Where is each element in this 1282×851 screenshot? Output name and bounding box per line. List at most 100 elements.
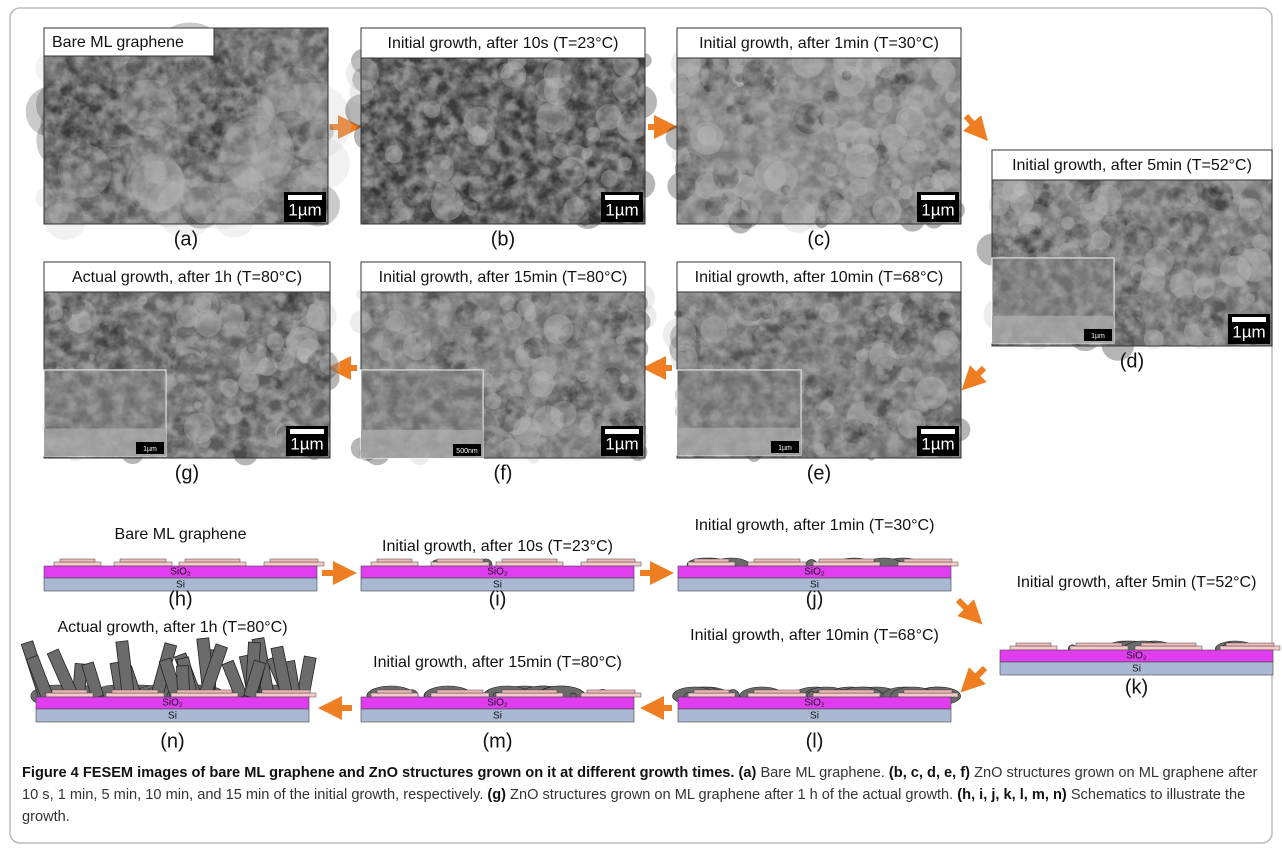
panel-label: (i) — [489, 588, 507, 610]
oxide-label: SiO₂ — [1126, 651, 1147, 662]
panel-label: (c) — [807, 228, 830, 250]
oxide-label: SiO₂ — [487, 698, 508, 709]
scale-text: 1µm — [605, 200, 638, 219]
scale-bar — [605, 195, 639, 200]
panel-label: (d) — [1120, 350, 1144, 372]
graphene — [496, 562, 563, 566]
panel-label: (b) — [491, 228, 515, 250]
substrate-label: Si — [1132, 664, 1141, 675]
graphene — [52, 690, 87, 693]
scale-bar — [290, 429, 324, 434]
sem-image: Initial growth, after 15min (T=80°C) 500n… — [350, 262, 657, 465]
graphene — [179, 562, 246, 566]
graphene — [114, 562, 172, 566]
graphene — [377, 559, 412, 562]
graphene — [748, 562, 806, 566]
graphene — [106, 693, 164, 697]
scale-text: 1µm — [605, 434, 638, 453]
oxide-label: SiO₂ — [487, 567, 508, 578]
graphene — [694, 690, 729, 693]
graphene — [813, 693, 880, 697]
schematic-title: Initial growth, after 15min (T=80°C) — [373, 654, 622, 671]
graphene — [819, 559, 874, 562]
graphene — [431, 562, 489, 566]
sem-image: Initial growth, after 1min (T=30°C)1µm — [666, 28, 965, 234]
panel-label: (f) — [494, 462, 513, 484]
substrate-label: Si — [493, 711, 502, 722]
graphene — [1220, 646, 1280, 650]
graphene — [371, 562, 418, 566]
graphene — [112, 690, 158, 693]
graphene — [262, 690, 310, 693]
schematic-title: Initial growth, after 5min (T=52°C) — [1017, 574, 1257, 591]
graphene — [437, 559, 483, 562]
schematic: SiO₂Si — [21, 638, 316, 722]
graphene — [264, 562, 324, 566]
graphene — [754, 559, 800, 562]
graphene — [371, 693, 418, 697]
sem-image: Initial growth, after 10s (T=23°C) 1µm — [345, 28, 657, 229]
scale-bar — [921, 429, 955, 434]
graphene — [1226, 643, 1274, 646]
panel-label: (a) — [174, 228, 198, 250]
caption: Figure 4 FESEM images of bare ML graphen… — [22, 762, 1262, 828]
graphene — [904, 559, 952, 562]
substrate-label: Si — [810, 711, 819, 722]
scale-text: 1µm — [921, 434, 954, 453]
scale-text: 1µm — [290, 434, 323, 453]
panel-title: Initial growth, after 10s (T=23°C) — [388, 35, 619, 52]
panel-label: (m) — [483, 730, 513, 752]
graphene — [377, 690, 412, 693]
graphene — [587, 559, 635, 562]
graphene — [60, 559, 95, 562]
panel-label: (k) — [1125, 676, 1148, 698]
graphene — [688, 562, 735, 566]
inset-scale-text: 500nm — [456, 448, 478, 455]
sem-image: Bare ML graphene 1µm — [26, 22, 352, 240]
scale-bar — [288, 195, 322, 200]
schematic-title: Initial growth, after 10s (T=23°C) — [382, 538, 613, 555]
graphene — [1016, 643, 1051, 646]
sem-image: Initial growth, after 10min (T=68°C)1µm1… — [663, 262, 971, 462]
graphene — [581, 693, 641, 697]
graphene — [54, 562, 101, 566]
oxide-label: SiO₂ — [170, 567, 191, 578]
substrate-label: Si — [168, 711, 177, 722]
graphene — [754, 690, 800, 693]
caption-key: (g) — [487, 787, 506, 803]
panel-label: (n) — [160, 730, 184, 752]
graphene — [813, 562, 880, 566]
schematic-title: Bare ML graphene — [115, 526, 247, 543]
panel-label: (l) — [806, 730, 824, 752]
scale-text: 1µm — [1232, 322, 1265, 341]
graphene — [898, 693, 958, 697]
panel-title: Initial growth, after 5min (T=52°C) — [1012, 157, 1252, 174]
caption-text: Bare ML graphene. — [760, 765, 884, 781]
graphene — [185, 559, 240, 562]
graphene — [898, 562, 958, 566]
graphene — [819, 690, 874, 693]
graphene — [171, 693, 238, 697]
panel-title: Bare ML graphene — [52, 34, 184, 51]
oxide-label: SiO₂ — [804, 698, 825, 709]
oxide-label: SiO₂ — [804, 567, 825, 578]
panel-label: (h) — [168, 588, 192, 610]
scale-text: 1µm — [288, 200, 321, 219]
graphene — [904, 690, 952, 693]
graphene — [270, 559, 318, 562]
panel-title: Initial growth, after 15min (T=80°C) — [379, 269, 628, 286]
graphene — [581, 562, 641, 566]
caption-key: (h, i, j, k, l, m, n) — [957, 787, 1066, 803]
graphene — [431, 693, 489, 697]
graphene — [694, 559, 729, 562]
inset-scale-text: 1µm — [778, 445, 792, 452]
sem-image: Actual growth, after 1h (T=80°C)1µm1µm — [42, 262, 340, 465]
schematic-title: Initial growth, after 1min (T=30°C) — [695, 517, 935, 534]
zno-rod — [26, 655, 52, 699]
sem-image: Initial growth, after 5min (T=52°C) 1µm 1µ… — [977, 150, 1272, 361]
inset-scale-text: 1µm — [1091, 333, 1105, 340]
graphene — [587, 690, 635, 693]
